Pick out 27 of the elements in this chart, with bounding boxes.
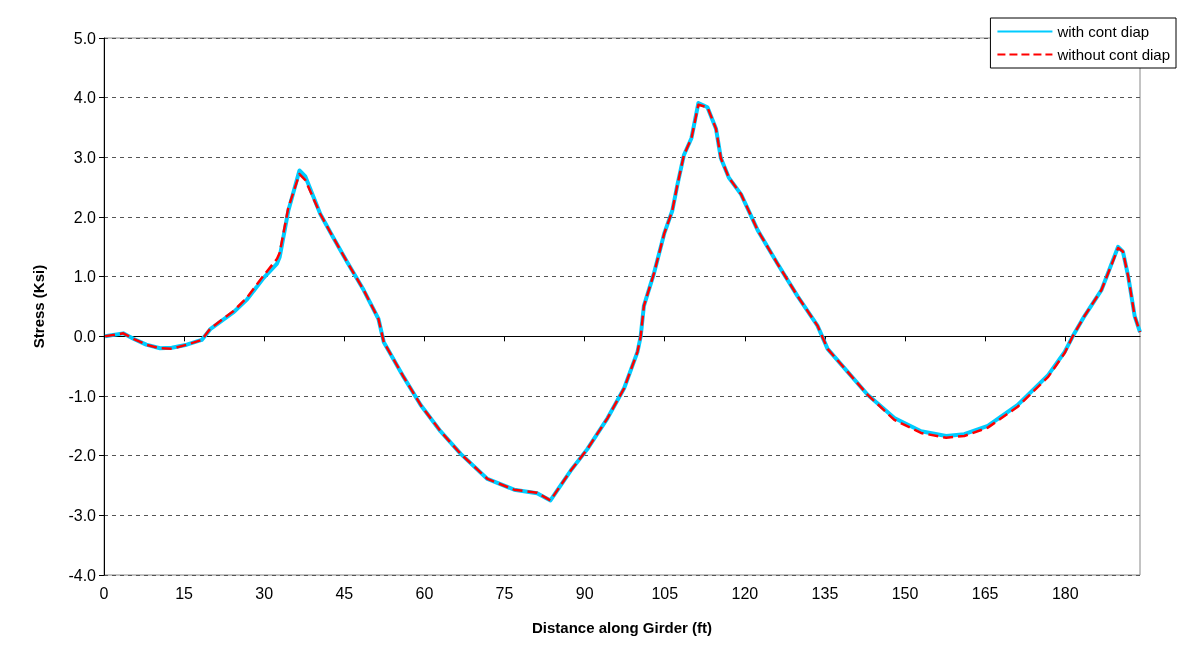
x-axis-title: Distance along Girder (ft) <box>531 619 713 636</box>
y-tick-label: -2.0 <box>68 447 97 465</box>
x-tick-label: 135 <box>811 584 839 602</box>
y-axis-title: Stress (Ksi) <box>30 264 47 349</box>
legend-label: with cont diap <box>1056 23 1150 40</box>
y-tick-label: -1.0 <box>68 387 97 405</box>
legend-label: without cont diap <box>1056 46 1170 63</box>
x-tick-label: 30 <box>255 584 274 602</box>
x-tick-label: 15 <box>175 584 194 602</box>
x-tick-label: 105 <box>651 584 679 602</box>
y-tick-label: 5.0 <box>73 29 97 47</box>
x-tick-label: 150 <box>891 584 919 602</box>
x-tick-label: 75 <box>495 584 514 602</box>
x-tick-label: 45 <box>335 584 354 602</box>
x-tick-label: 165 <box>971 584 999 602</box>
x-tick-label: 90 <box>575 584 594 602</box>
x-tick-label: 180 <box>1051 584 1079 602</box>
x-tick-label: 0 <box>99 584 109 602</box>
y-tick-label: 3.0 <box>73 148 97 166</box>
y-tick-label: 2.0 <box>73 208 97 226</box>
x-tick-label: 120 <box>731 584 759 602</box>
y-tick-label: 4.0 <box>73 89 97 107</box>
y-tick-label: 0.0 <box>73 327 97 345</box>
y-tick-label: -3.0 <box>68 506 97 524</box>
y-tick-label: -4.0 <box>68 566 97 584</box>
x-tick-label: 60 <box>415 584 434 602</box>
y-tick-label: 1.0 <box>73 268 97 286</box>
